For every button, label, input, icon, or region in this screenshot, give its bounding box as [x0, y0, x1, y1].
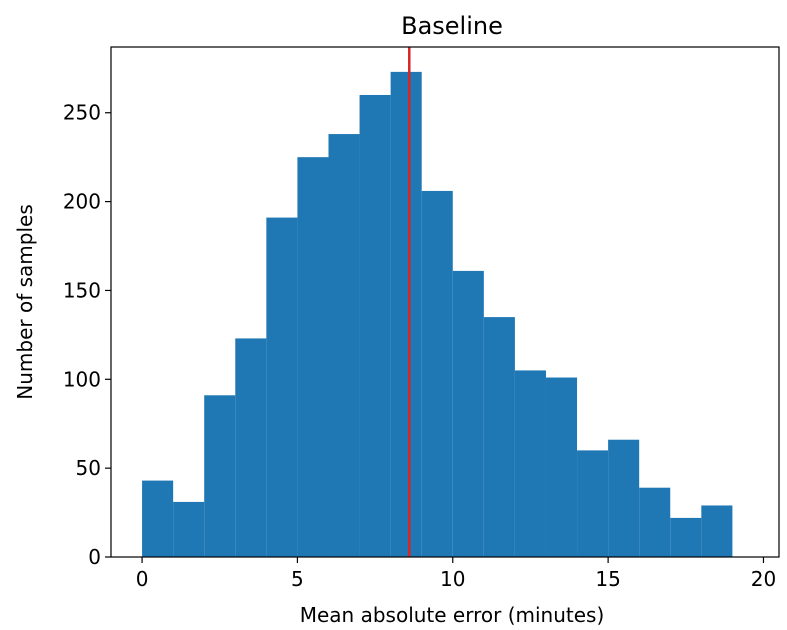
- histogram-bar: [452, 270, 484, 557]
- histogram-bar: [483, 317, 515, 557]
- x-tick-label: 5: [291, 567, 304, 591]
- x-tick-label: 15: [595, 567, 620, 591]
- histogram-bar: [297, 157, 329, 558]
- histogram-bar: [328, 134, 360, 557]
- histogram-bar: [608, 439, 640, 557]
- bars-group: [142, 71, 733, 558]
- y-tick-label: 100: [63, 367, 101, 391]
- y-tick-label: 200: [63, 190, 101, 214]
- histogram-bar: [421, 190, 453, 557]
- y-tick-label: 50: [76, 456, 101, 480]
- histogram-bar: [514, 370, 546, 557]
- histogram-bar: [204, 395, 236, 557]
- histogram-bar: [235, 338, 267, 557]
- x-axis-label: Mean absolute error (minutes): [300, 603, 605, 627]
- histogram-bar: [545, 377, 578, 557]
- x-tick-label: 0: [136, 567, 149, 591]
- histogram-bar: [266, 217, 298, 557]
- histogram-bar: [639, 487, 671, 557]
- chart-title: Baseline: [401, 12, 503, 40]
- y-axis-label: Number of samples: [13, 204, 37, 399]
- x-tick-label: 10: [440, 567, 465, 591]
- histogram-bar: [390, 71, 422, 557]
- histogram-bar: [359, 94, 391, 557]
- y-tick-label: 0: [88, 545, 101, 569]
- histogram-bar: [142, 480, 174, 557]
- x-tick-label: 20: [751, 567, 776, 591]
- histogram-bar: [670, 517, 702, 557]
- y-tick-label: 150: [63, 278, 101, 302]
- histogram-bar: [701, 505, 733, 557]
- plot-frame: [110, 46, 780, 558]
- histogram-bar: [577, 450, 609, 557]
- histogram-bar: [173, 501, 205, 557]
- y-tick-label: 250: [63, 101, 101, 125]
